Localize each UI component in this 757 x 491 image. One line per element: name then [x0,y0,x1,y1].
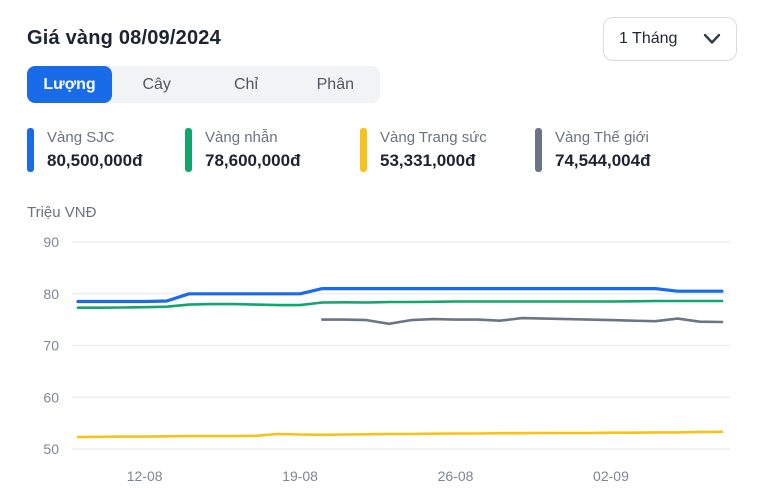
legend-series-name: Vàng Thế giới [555,129,649,146]
legend-series-value: 78,600,000đ [205,151,301,170]
x-tick-label-02-09: 02-09 [593,468,629,484]
y-tick-label-90: 90 [43,234,59,250]
chevron-down-icon [703,33,721,45]
legend-series-name: Vàng nhẫn [205,129,278,146]
period-dropdown[interactable]: 1 Tháng [603,17,737,61]
page-title: Giá vàng 08/09/2024 [27,27,221,49]
legend-series-value: 74,544,004đ [555,151,651,170]
series-line-the-gioi [321,316,724,326]
series-line-sjc [76,287,724,304]
legend-color-bar [360,128,367,172]
tab-luong[interactable]: Lượng [27,66,112,103]
price-legend: Vàng SJC 80,500,000đ Vàng nhẫn 78,600,000đ V… [27,128,747,172]
y-tick-label-60: 60 [43,389,59,405]
legend-item-nhan: Vàng nhẫn 78,600,000đ [185,128,360,172]
x-tick-label-19-08: 19-08 [282,468,318,484]
tab-phan[interactable]: Phân [291,66,380,103]
y-tick-label-80: 80 [43,286,59,302]
legend-item-trang-suc: Vàng Trang sức 53,331,000đ [360,128,535,172]
y-tick-label-70: 70 [43,338,59,354]
legend-color-bar [27,128,34,172]
legend-series-name: Vàng SJC [47,129,115,146]
series-line-nhan [76,299,724,309]
y-tick-label-50: 50 [43,441,59,457]
legend-item-sjc: Vàng SJC 80,500,000đ [27,128,185,172]
gold-price-line-chart: 90 80 70 60 50 12-08 19-08 26-08 02-09 [43,234,730,484]
legend-series-value: 80,500,000đ [47,151,143,170]
legend-color-bar [185,128,192,172]
legend-color-bar [535,128,542,172]
y-axis-unit-label: Triệu VNĐ [27,204,97,221]
legend-series-value: 53,331,000đ [380,151,476,170]
legend-item-the-gioi: Vàng Thế giới 74,544,004đ [535,128,650,172]
series-line-trang-suc [76,430,724,439]
legend-series-name: Vàng Trang sức [380,129,487,146]
tab-cay[interactable]: Cây [112,66,201,103]
x-tick-label-12-08: 12-08 [127,468,163,484]
x-tick-label-26-08: 26-08 [438,468,474,484]
tab-chi[interactable]: Chỉ [201,66,290,103]
unit-tabs: Lượng Cây Chỉ Phân [27,66,380,103]
period-dropdown-value: 1 Tháng [619,30,678,47]
